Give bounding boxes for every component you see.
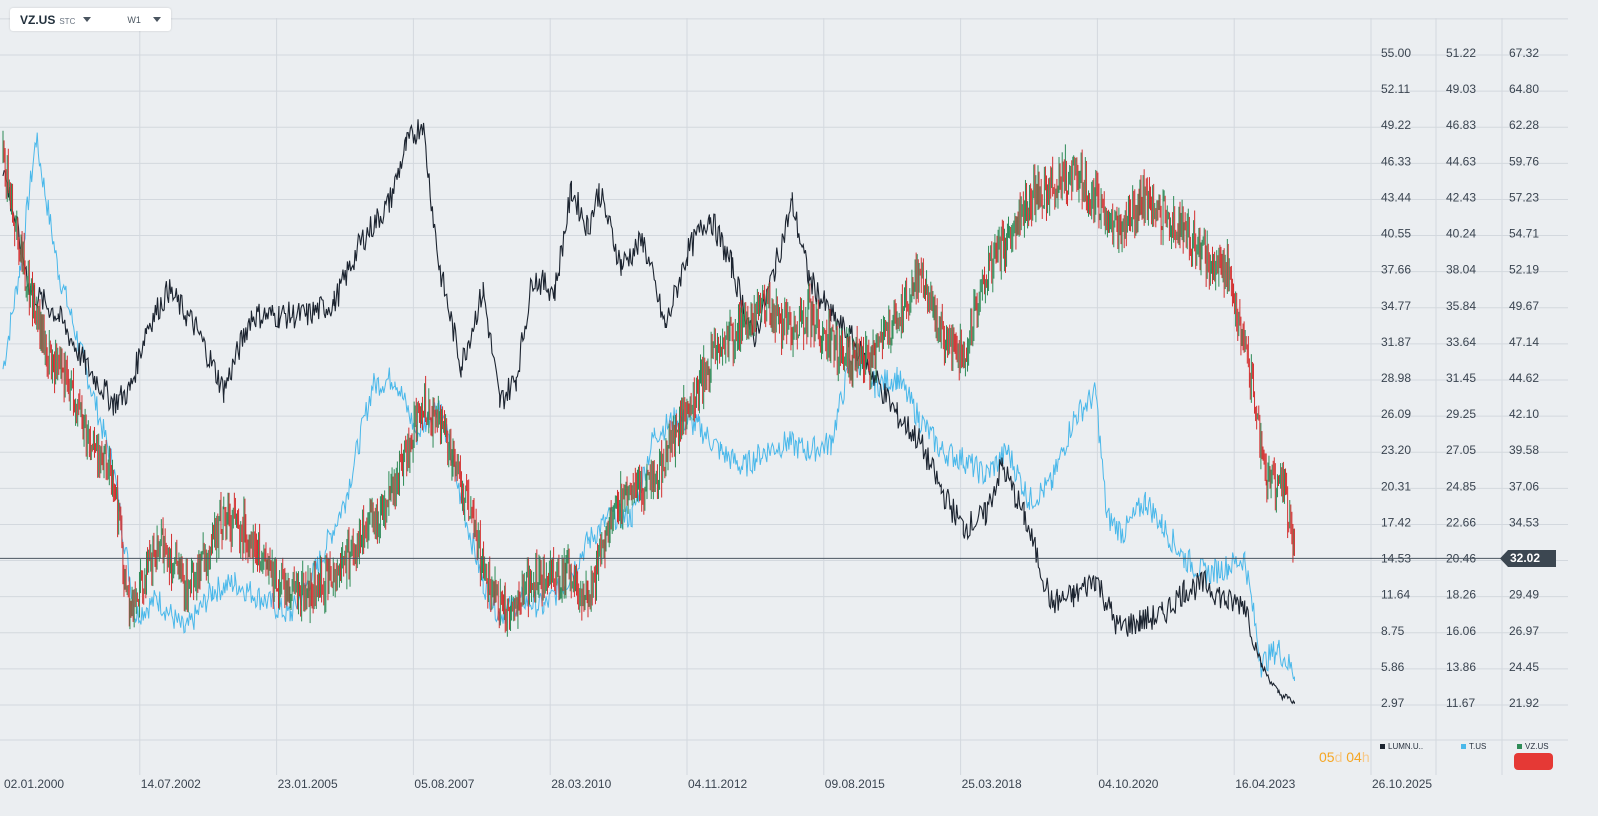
series-lumn xyxy=(2,119,1295,705)
y-tick-label: 5.86 xyxy=(1381,660,1405,674)
x-axis-ticks: 02.01.2000 14.07.2002 23.01.2005 05.08.2007… xyxy=(4,777,1432,791)
y-tick-label: 37.66 xyxy=(1381,263,1411,277)
y-tick-label: 51.22 xyxy=(1446,46,1476,60)
close-position-button[interactable] xyxy=(1514,753,1553,770)
y-tick-label: 17.42 xyxy=(1381,515,1411,529)
y-tick-label: 52.19 xyxy=(1509,263,1539,277)
countdown-days: 05 xyxy=(1319,749,1335,765)
last-price-tag: 32.02 xyxy=(1500,550,1556,567)
y-tick-label: 29.25 xyxy=(1446,407,1476,421)
y-tick-label: 29.49 xyxy=(1509,588,1539,602)
y-tick-label: 46.83 xyxy=(1446,118,1476,132)
x-tick-label: 02.01.2000 xyxy=(4,777,64,791)
x-tick-label: 16.04.2023 xyxy=(1235,777,1295,791)
x-tick-label: 14.07.2002 xyxy=(141,777,201,791)
x-tick-label: 26.10.2025 xyxy=(1372,777,1432,791)
y-tick-label: 2.97 xyxy=(1381,696,1405,710)
x-tick-label: 04.11.2012 xyxy=(688,777,747,791)
legend-swatch-icon xyxy=(1461,744,1466,749)
x-tick-label: 23.01.2005 xyxy=(278,777,338,791)
y-tick-label: 22.66 xyxy=(1446,515,1476,529)
y-tick-label: 57.23 xyxy=(1509,190,1539,204)
symbol-label[interactable]: VZ.US xyxy=(20,12,56,27)
y-tick-label: 49.67 xyxy=(1509,299,1539,313)
y-tick-label: 49.03 xyxy=(1446,82,1476,96)
y-tick-label: 54.71 xyxy=(1509,227,1539,241)
legend-item-lumn[interactable]: LUMN.U.. xyxy=(1380,742,1423,751)
legend-label: VZ.US xyxy=(1525,742,1549,751)
y-tick-label: 24.85 xyxy=(1446,479,1476,493)
y-tick-label: 42.10 xyxy=(1509,407,1539,421)
x-tick-label: 25.03.2018 xyxy=(962,777,1022,791)
legend-item-vz[interactable]: VZ.US xyxy=(1517,742,1549,751)
y-tick-label: 38.04 xyxy=(1446,263,1476,277)
y-tick-label: 13.86 xyxy=(1446,660,1476,674)
y-tick-label: 26.97 xyxy=(1509,624,1539,638)
y-tick-label: 52.11 xyxy=(1381,82,1410,96)
series-t-us xyxy=(2,132,1295,682)
countdown-hours: 04 xyxy=(1346,749,1362,765)
y-tick-label: 34.77 xyxy=(1381,299,1411,313)
legend-swatch-icon xyxy=(1380,744,1385,749)
instrument-selector[interactable]: VZ.US STC W1 xyxy=(10,8,171,31)
y-tick-label: 11.64 xyxy=(1381,588,1410,602)
x-tick-label: 09.08.2015 xyxy=(825,777,885,791)
series-line xyxy=(2,119,1295,705)
y-tick-label: 23.20 xyxy=(1381,443,1411,457)
y-axis-lumn: 55.00 52.11 49.22 46.33 43.44 40.55 37.66 34.77… xyxy=(1381,46,1411,710)
y-tick-label: 49.22 xyxy=(1381,118,1411,132)
y-tick-label: 40.55 xyxy=(1381,227,1411,241)
y-tick-label: 16.06 xyxy=(1446,624,1476,638)
grid-lines xyxy=(0,18,1568,775)
legend-label: LUMN.U.. xyxy=(1388,742,1424,751)
y-tick-label: 11.67 xyxy=(1446,696,1475,710)
y-tick-label: 43.44 xyxy=(1381,190,1411,204)
y-tick-label: 55.00 xyxy=(1381,46,1411,60)
y-tick-label: 44.62 xyxy=(1509,371,1539,385)
countdown-days-unit: d xyxy=(1334,749,1343,765)
series-vz-us xyxy=(2,130,1295,637)
y-tick-label: 31.45 xyxy=(1446,371,1476,385)
y-tick-label: 46.33 xyxy=(1381,154,1411,168)
y-tick-label: 28.98 xyxy=(1381,371,1411,385)
y-tick-label: 42.43 xyxy=(1446,190,1476,204)
x-tick-label: 05.08.2007 xyxy=(414,777,474,791)
y-tick-label: 37.06 xyxy=(1509,479,1539,493)
y-tick-label: 64.80 xyxy=(1509,82,1539,96)
legend-swatch-icon xyxy=(1517,744,1522,749)
y-tick-label: 24.45 xyxy=(1509,660,1539,674)
y-tick-label: 62.28 xyxy=(1509,118,1539,132)
last-price-value: 32.02 xyxy=(1510,551,1541,565)
y-tick-label: 59.76 xyxy=(1509,154,1539,168)
y-tick-label: 31.87 xyxy=(1381,335,1411,349)
instrument-type-label: STC xyxy=(59,16,76,26)
candle-countdown: 05d 04h xyxy=(1319,749,1370,765)
series-line xyxy=(2,132,1295,682)
countdown-hours-unit: h xyxy=(1361,749,1370,765)
y-axis-vz: 67.32 64.80 62.28 59.76 57.23 54.71 52.19 49.67… xyxy=(1509,46,1539,710)
y-tick-label: 35.84 xyxy=(1446,299,1476,313)
legend-item-t[interactable]: T.US xyxy=(1461,742,1486,751)
x-tick-label: 28.03.2010 xyxy=(551,777,611,791)
y-tick-label: 18.26 xyxy=(1446,588,1476,602)
y-tick-label: 40.24 xyxy=(1446,227,1476,241)
x-tick-label: 04.10.2020 xyxy=(1098,777,1158,791)
y-tick-label: 33.64 xyxy=(1446,335,1476,349)
y-tick-label: 8.75 xyxy=(1381,624,1405,638)
y-tick-label: 20.31 xyxy=(1381,479,1411,493)
y-tick-label: 27.05 xyxy=(1446,443,1476,457)
chevron-down-icon[interactable] xyxy=(152,17,161,22)
y-tick-label: 26.09 xyxy=(1381,407,1411,421)
chevron-down-icon[interactable] xyxy=(83,17,92,22)
legend-label: T.US xyxy=(1469,742,1487,751)
y-tick-label: 39.58 xyxy=(1509,443,1539,457)
y-tick-label: 21.92 xyxy=(1509,696,1539,710)
y-tick-label: 34.53 xyxy=(1509,515,1539,529)
timeframe-label[interactable]: W1 xyxy=(127,14,141,25)
y-tick-label: 44.63 xyxy=(1446,154,1476,168)
y-tick-label: 67.32 xyxy=(1509,46,1539,60)
y-axis-t: 51.22 49.03 46.83 44.63 42.43 40.24 38.04 35.84… xyxy=(1446,46,1476,710)
y-tick-label: 47.14 xyxy=(1509,335,1539,349)
